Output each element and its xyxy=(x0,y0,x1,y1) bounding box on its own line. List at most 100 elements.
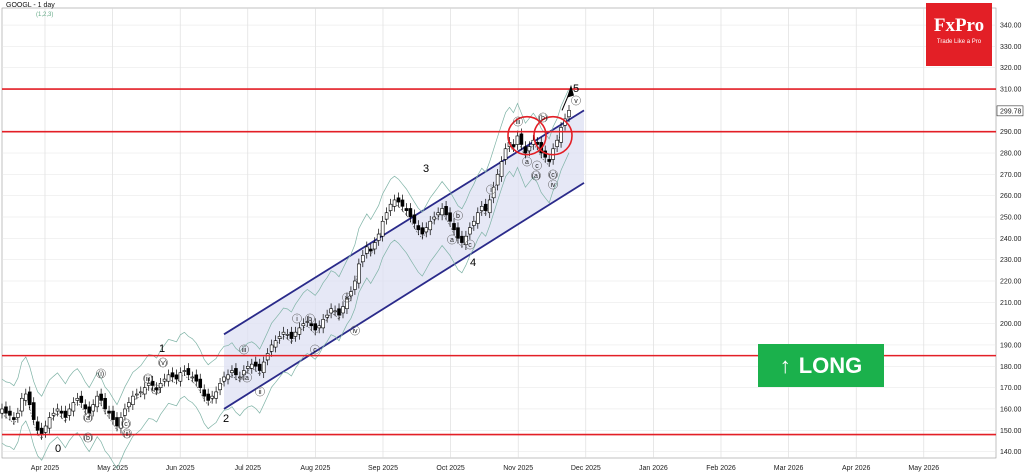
wave-label-circle xyxy=(548,179,558,190)
candle-body xyxy=(222,376,226,382)
candle-body xyxy=(51,412,56,416)
wave-label-circle xyxy=(143,373,153,384)
wave-label-circle xyxy=(548,169,558,180)
wave-label: i xyxy=(490,187,492,194)
candle-body xyxy=(202,389,207,397)
wave-label: iii xyxy=(516,119,521,126)
x-tick-label: May 2026 xyxy=(908,465,939,472)
candle-body xyxy=(337,308,341,316)
candle-body xyxy=(71,402,76,412)
candle-body xyxy=(555,139,559,147)
candle-body xyxy=(83,404,88,410)
candle-body xyxy=(468,227,472,235)
wave-label-circle xyxy=(531,170,541,181)
candle-body xyxy=(111,410,115,420)
candle-body xyxy=(495,174,500,186)
x-tick-label: Feb 2026 xyxy=(706,465,736,472)
indicator-params: (1,2,3) xyxy=(36,12,54,18)
candle-body xyxy=(309,323,314,327)
candle-body xyxy=(4,406,8,414)
wave-label: (iv) xyxy=(151,387,161,394)
candle-body xyxy=(190,376,195,379)
candle-body xyxy=(150,380,155,386)
x-tick-label: Nov 2025 xyxy=(503,465,533,472)
candle-body xyxy=(341,306,345,314)
candle-body xyxy=(238,376,242,379)
candle-body xyxy=(372,242,377,250)
candle-body xyxy=(146,383,151,386)
y-tick-label: 330.00 xyxy=(1000,44,1022,51)
candle-body xyxy=(115,417,119,427)
y-tick-label: 220.00 xyxy=(1000,278,1022,285)
candle-body xyxy=(170,372,175,378)
candle-body xyxy=(384,212,389,220)
y-tick-label: 340.00 xyxy=(1000,23,1022,30)
y-tick-label: 200.00 xyxy=(1000,321,1022,328)
candle-body xyxy=(135,393,139,396)
candle-body xyxy=(353,280,357,290)
wave-label: v xyxy=(574,98,578,105)
wave-label-circle xyxy=(83,412,93,423)
candle-body xyxy=(420,227,425,235)
wave-label: 2 xyxy=(223,413,229,425)
x-tick-label: Jun 2025 xyxy=(166,465,195,472)
wave-label-circle xyxy=(465,239,475,250)
candle-body xyxy=(285,334,290,336)
candle-body xyxy=(361,255,365,263)
x-tick-label: Sep 2025 xyxy=(368,465,398,472)
x-tick-label: Dec 2025 xyxy=(571,465,601,472)
band-lower-line xyxy=(1,152,570,470)
candle-body xyxy=(499,161,504,177)
candle-body xyxy=(392,199,397,207)
candle-body xyxy=(277,336,282,339)
candle-body xyxy=(23,393,28,401)
candle-body xyxy=(234,368,238,376)
candle-body xyxy=(39,427,44,435)
y-tick-label: 170.00 xyxy=(1000,385,1022,392)
highlight-circle xyxy=(507,115,547,156)
wave-label-circle xyxy=(255,386,265,397)
candle-body xyxy=(357,263,361,284)
candle-body xyxy=(218,383,222,391)
wave-label-circle xyxy=(350,325,360,336)
candle-body xyxy=(43,425,48,433)
wave-label: (v) xyxy=(159,360,167,367)
candle-body xyxy=(440,208,444,216)
wave-label-circle xyxy=(486,184,496,195)
x-tick-label: Apr 2025 xyxy=(31,465,60,472)
arrow-up-icon: ↑ xyxy=(779,352,791,378)
fxpro-logo: FxPro Trade Like a Pro xyxy=(926,3,992,66)
candle-body xyxy=(99,393,103,401)
wave-label: (a) xyxy=(532,173,541,180)
candle-body xyxy=(416,225,421,231)
wave-label: a xyxy=(525,159,529,166)
candle-body xyxy=(464,235,468,246)
candle-body xyxy=(321,319,325,329)
candle-body xyxy=(547,159,551,162)
candle-body xyxy=(206,393,210,401)
channel-lower-line xyxy=(223,182,585,410)
wave-label: (i) xyxy=(98,371,104,378)
wave-label-circle xyxy=(453,210,463,221)
candle-body xyxy=(523,146,528,154)
wave-label-circle xyxy=(532,160,542,171)
candle-body xyxy=(448,212,452,222)
wave-label-circle xyxy=(242,372,252,383)
wave-label: iv xyxy=(352,328,358,335)
wave-label-circle xyxy=(342,292,352,303)
wave-label: c xyxy=(313,347,317,354)
candle-body xyxy=(313,323,318,331)
candle-body xyxy=(27,391,32,405)
candle-body xyxy=(567,110,571,118)
candle-body xyxy=(226,374,230,380)
wave-label: 5 xyxy=(573,83,579,95)
candle-body xyxy=(12,417,16,420)
wave-label-circle xyxy=(538,112,548,123)
x-tick-label: Mar 2026 xyxy=(774,465,804,472)
candle-body xyxy=(131,395,135,405)
y-tick-label: 210.00 xyxy=(1000,300,1022,307)
wave-label: c xyxy=(468,242,472,249)
candle-body xyxy=(119,417,123,429)
y-tick-label: 290.00 xyxy=(1000,129,1022,136)
